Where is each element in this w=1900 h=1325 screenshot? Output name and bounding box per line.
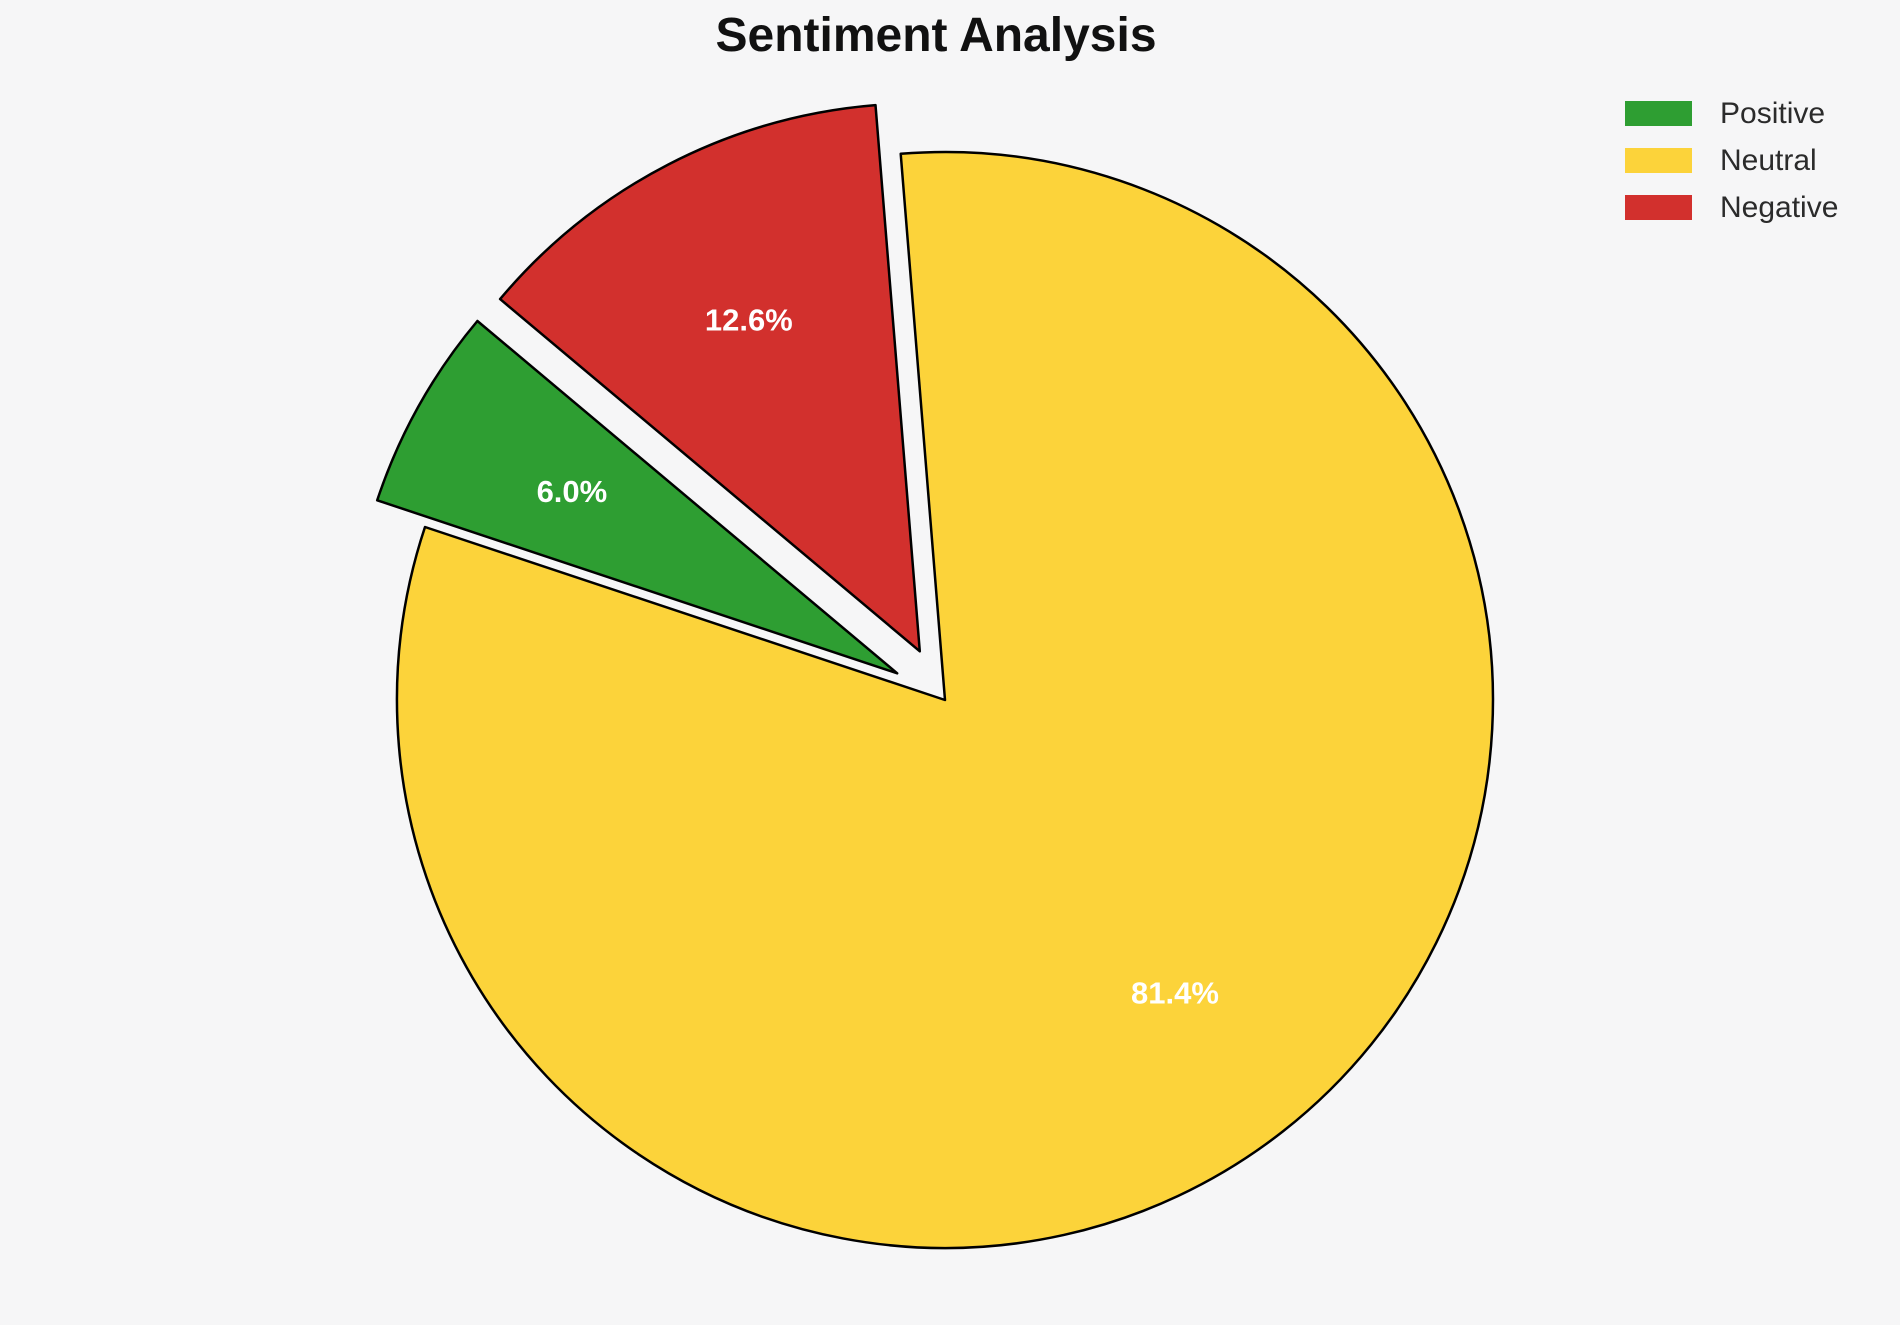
chart-title: Sentiment Analysis xyxy=(715,9,1157,62)
pct-label-negative: 12.6% xyxy=(705,303,793,338)
legend-label-neutral: Neutral xyxy=(1720,143,1817,177)
pie-slice-positive xyxy=(375,319,899,675)
legend-item-neutral: Neutral xyxy=(1625,144,1838,177)
pie-slice-neutral xyxy=(395,150,1495,1250)
legend: Positive Neutral Negative xyxy=(1625,97,1838,242)
pct-label-positive: 6.0% xyxy=(537,474,608,509)
legend-swatch-neutral xyxy=(1625,148,1692,173)
legend-item-positive: Positive xyxy=(1625,97,1838,130)
pct-label-neutral: 81.4% xyxy=(1131,976,1219,1011)
legend-item-negative: Negative xyxy=(1625,191,1838,224)
legend-swatch-negative xyxy=(1625,195,1692,220)
legend-swatch-positive xyxy=(1625,101,1692,126)
pie-slice-negative xyxy=(498,103,922,653)
legend-label-negative: Negative xyxy=(1720,190,1839,224)
legend-label-positive: Positive xyxy=(1720,96,1826,130)
